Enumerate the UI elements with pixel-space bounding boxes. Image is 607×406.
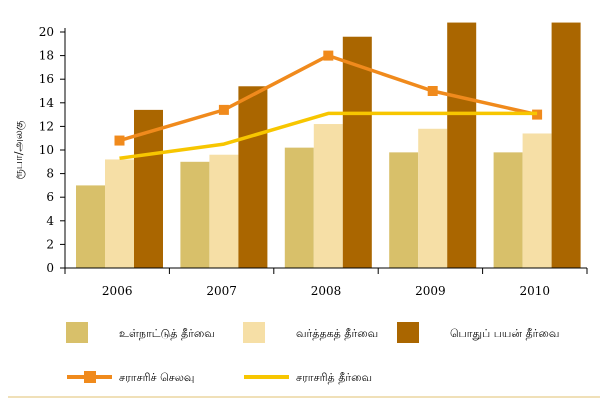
line-point-4-2008 [323,50,334,61]
line-point-4-2006 [114,135,125,146]
x-tick-label: 2007 [206,284,237,298]
legend-label-4: சராசரிச் செலவு [119,371,194,384]
bar-1-2006 [76,185,105,268]
legend-label-3: பொதுப் பயன் தீர்வை [450,327,559,340]
bar-2-2009 [418,128,448,268]
bar-2-2007 [209,154,239,268]
x-tick-label: 2009 [415,284,446,298]
x-tick-label: 2010 [520,284,551,298]
line-point-4-2009 [427,86,438,96]
bar-2-2008 [313,124,343,268]
x-tick-label: 2006 [102,284,133,298]
y-tick-label: 12 [39,119,54,133]
legend-label-2: வர்த்தகத் தீர்வை [296,327,378,340]
y-tick-label: 10 [39,143,54,157]
bar-1-2008 [284,147,314,268]
legend-swatch-1 [66,322,88,343]
bar-1-2007 [180,161,210,268]
bar-3-2008 [342,36,372,268]
bar-3-2009 [447,22,477,269]
line-point-4-2007 [218,104,229,115]
bar-3-2010 [551,22,581,269]
series-line-5 [119,111,538,160]
y-tick-label: 20 [39,25,54,39]
legend-label-1: உள்நாட்டுத் தீர்வை [119,327,215,340]
bar-3-2007 [238,86,268,268]
legend-swatch-3 [397,322,419,343]
legend-label-5: சராசரித் தீர்வை [296,371,372,384]
y-tick-label: 2 [46,237,54,251]
legend-swatch-2 [243,322,265,343]
y-tick-label: 16 [39,72,54,86]
legend-marker-4 [84,371,96,383]
bar-1-2009 [389,152,419,268]
bar-2-2010 [522,133,552,268]
y-tick-label: 6 [46,190,54,204]
y-tick-label: 18 [39,49,54,63]
bar-2-2006 [105,159,134,268]
y-tick-label: 8 [46,167,54,181]
x-tick-label: 2008 [311,284,342,298]
bar-1-2010 [493,152,523,268]
y-tick-label: 14 [39,96,55,110]
y-axis-title: ரூபா/அலகு [12,120,27,179]
y-tick-label: 4 [46,214,54,228]
y-tick-label: 0 [46,261,54,275]
